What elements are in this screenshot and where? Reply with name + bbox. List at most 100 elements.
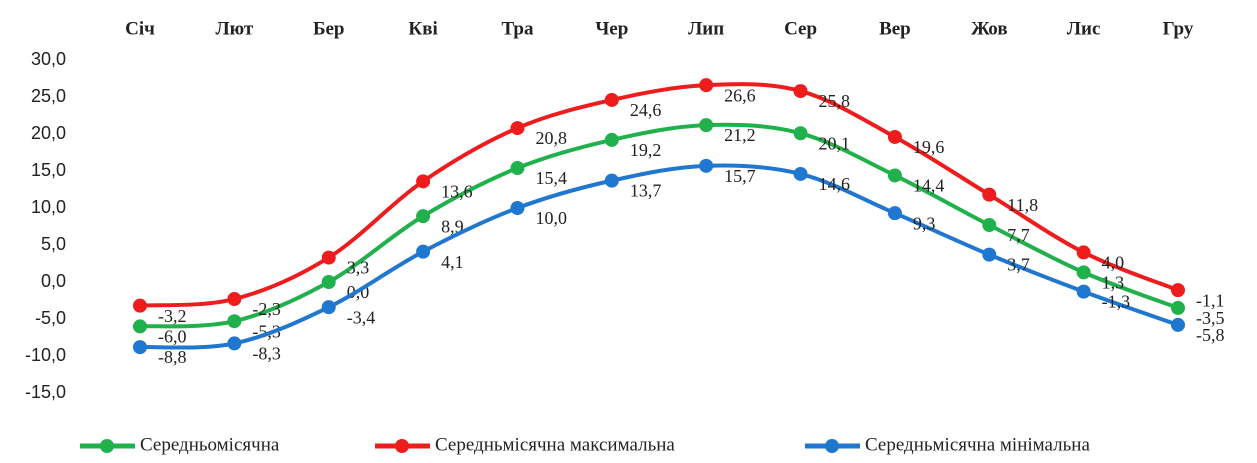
data-label: -1,1 xyxy=(1196,290,1225,310)
data-label: -3,5 xyxy=(1196,308,1225,328)
point xyxy=(699,78,714,93)
x-tick-label: Кві xyxy=(408,18,437,39)
data-label: 4,1 xyxy=(441,252,464,272)
x-tick-label: Січ xyxy=(125,18,155,39)
point xyxy=(227,292,242,307)
y-tick-label: 15,0 xyxy=(31,160,66,180)
point xyxy=(982,247,997,262)
point xyxy=(699,158,714,173)
data-label: 15,7 xyxy=(724,166,756,186)
legend-label: Середньмісячна максимальна xyxy=(435,434,675,455)
data-label: 3,7 xyxy=(1007,255,1030,275)
point xyxy=(133,340,147,355)
data-label: -8,3 xyxy=(252,344,281,364)
data-label: -6,0 xyxy=(158,327,187,347)
data-label: 14,4 xyxy=(913,176,945,196)
point xyxy=(887,168,902,183)
data-label: 15,4 xyxy=(535,168,567,188)
data-label: 26,6 xyxy=(724,85,756,105)
legend-marker xyxy=(825,439,839,453)
y-tick-label: 20,0 xyxy=(31,123,66,143)
x-tick-label: Чер xyxy=(595,18,628,39)
y-tick-label: -10,0 xyxy=(25,345,66,365)
data-label: -2,3 xyxy=(252,299,281,319)
data-label: 19,6 xyxy=(913,137,945,157)
x-tick-label: Вер xyxy=(879,18,911,39)
series-line xyxy=(139,163,1179,350)
point xyxy=(604,132,619,147)
x-tick-label: Сер xyxy=(784,18,817,39)
point xyxy=(321,250,336,265)
x-tick-label: Жов xyxy=(971,18,1008,39)
y-tick-label: 5,0 xyxy=(41,234,66,254)
data-label: 20,1 xyxy=(819,133,851,153)
data-label: -3,2 xyxy=(158,306,187,326)
point xyxy=(1171,283,1185,298)
point xyxy=(793,166,808,181)
data-label: 10,0 xyxy=(535,208,567,228)
data-label: 8,9 xyxy=(441,216,464,236)
data-label: -1,3 xyxy=(1102,292,1131,312)
point xyxy=(793,84,808,99)
point xyxy=(982,187,997,202)
data-label: 11,8 xyxy=(1007,195,1038,215)
point xyxy=(1076,265,1091,280)
data-label: 25,8 xyxy=(819,91,851,111)
point xyxy=(887,206,902,221)
x-tick-label: Лют xyxy=(215,18,253,39)
point xyxy=(133,319,147,334)
point xyxy=(604,92,619,107)
data-label: 19,2 xyxy=(630,140,662,160)
x-tick-label: Лис xyxy=(1067,18,1101,39)
data-label: 13,6 xyxy=(441,181,473,201)
point xyxy=(416,174,431,189)
point xyxy=(887,129,902,144)
data-label: 24,6 xyxy=(630,100,662,120)
point xyxy=(1076,245,1091,260)
legend-label: Середньмісячна мінімальна xyxy=(865,434,1090,455)
point xyxy=(982,218,997,233)
data-label: 9,3 xyxy=(913,213,936,233)
data-label: 7,7 xyxy=(1007,225,1030,245)
y-tick-label: 25,0 xyxy=(31,86,66,106)
point xyxy=(510,201,525,215)
point xyxy=(699,118,714,133)
data-label: -3,4 xyxy=(347,307,376,327)
point xyxy=(604,173,619,188)
data-label: 21,2 xyxy=(724,125,756,145)
point xyxy=(321,275,336,289)
series-line xyxy=(139,122,1179,329)
point xyxy=(133,298,147,313)
x-tick-label: Лип xyxy=(688,18,724,39)
x-tick-label: Бер xyxy=(313,18,345,39)
point xyxy=(227,314,242,329)
legend-marker xyxy=(100,439,114,453)
y-tick-label: -5,0 xyxy=(35,308,66,328)
data-label: 4,0 xyxy=(1102,253,1125,273)
y-tick-label: -15,0 xyxy=(25,382,66,402)
legend-marker xyxy=(395,439,409,453)
data-label: -8,8 xyxy=(158,347,187,367)
y-tick-label: 10,0 xyxy=(31,197,66,217)
point xyxy=(510,161,525,176)
point xyxy=(793,126,808,141)
data-label: 20,8 xyxy=(535,128,567,148)
data-label: -5,8 xyxy=(1196,325,1225,345)
point xyxy=(1076,284,1091,299)
point xyxy=(416,209,431,224)
point xyxy=(227,336,242,351)
legend-label: Середньомісячна xyxy=(140,434,280,455)
point xyxy=(321,300,336,315)
point xyxy=(1171,317,1185,332)
point xyxy=(416,244,431,259)
y-tick-label: 30,0 xyxy=(31,49,66,69)
y-tick-label: 0,0 xyxy=(41,271,66,291)
data-label: 13,7 xyxy=(630,181,662,201)
data-label: 1,3 xyxy=(1102,273,1125,293)
data-label: 14,6 xyxy=(819,174,851,194)
x-tick-label: Тра xyxy=(501,18,534,39)
data-label: 3,3 xyxy=(347,258,370,278)
point xyxy=(1171,300,1185,315)
x-tick-label: Гру xyxy=(1163,18,1194,39)
